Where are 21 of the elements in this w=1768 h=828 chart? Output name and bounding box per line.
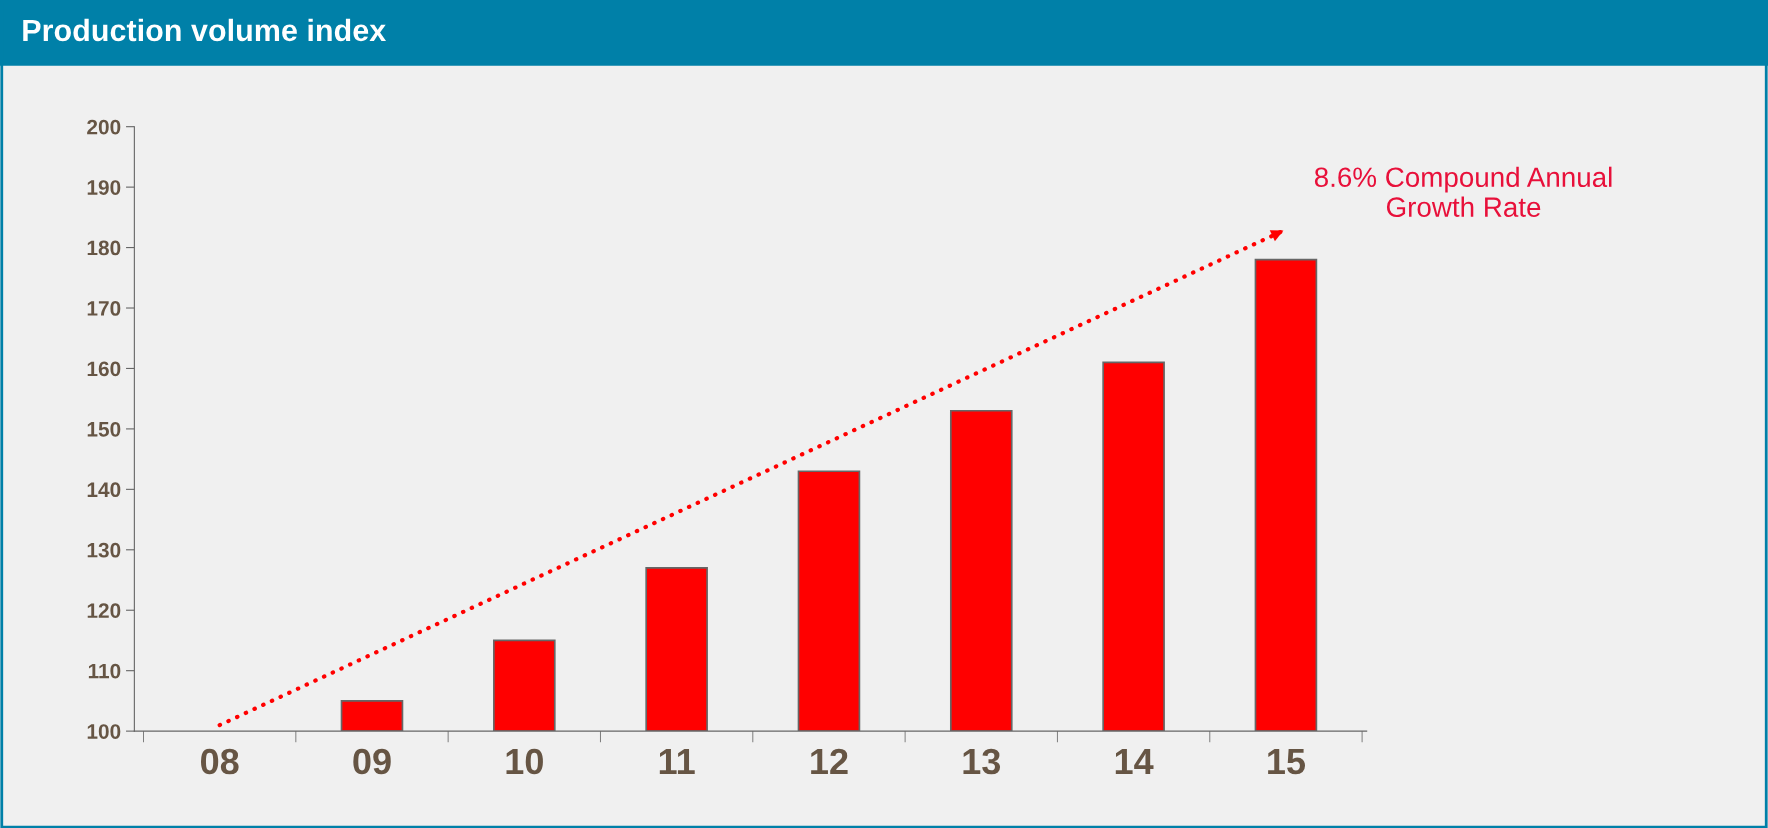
- x-tick-label: 10: [506, 748, 543, 775]
- y-tick-label: 200: [87, 119, 121, 135]
- y-tick-label: 140: [87, 482, 121, 498]
- x-tick-label: 13: [963, 748, 1001, 775]
- y-tick-label: 170: [87, 301, 121, 316]
- y-tick-label: 180: [87, 240, 121, 256]
- y-tick-label: 100: [87, 724, 121, 739]
- x-tick-label: 08: [201, 748, 239, 775]
- x-tick-label: 12: [811, 748, 848, 774]
- y-tick-label: 130: [87, 542, 121, 558]
- chart-title: Production volume index: [23, 18, 387, 42]
- x-tick-label: 14: [1115, 749, 1154, 774]
- y-tick-label: 160: [87, 361, 121, 377]
- x-tick-label: 09: [353, 748, 391, 775]
- y-tick-label: 150: [87, 421, 121, 437]
- annotation: 8.6% Compound Annual Growth Rate: [1314, 166, 1612, 217]
- x-tick-label: 11: [659, 749, 695, 774]
- y-tick-label: 110: [88, 663, 121, 679]
- y-tick-label: 190: [87, 180, 121, 195]
- y-tick-label: 120: [87, 603, 121, 618]
- x-tick-label: 15: [1268, 749, 1306, 775]
